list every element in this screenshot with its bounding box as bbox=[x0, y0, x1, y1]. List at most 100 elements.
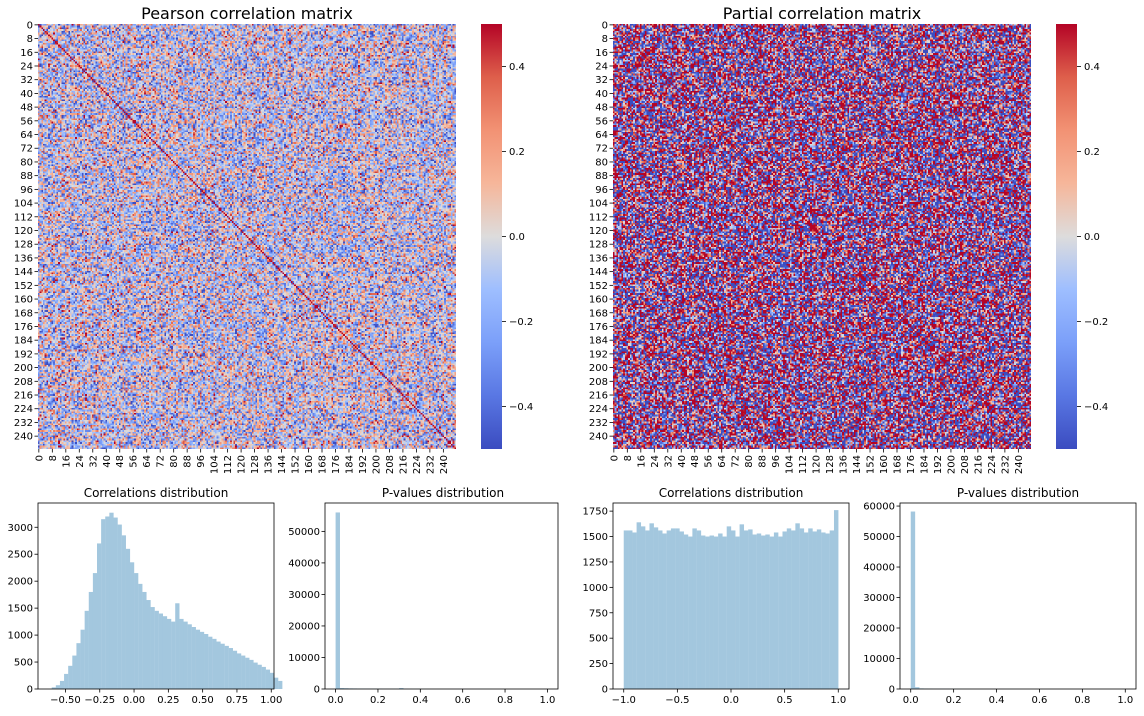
y-tick-label: 120 bbox=[14, 226, 33, 237]
y-tick-label: 56 bbox=[595, 116, 608, 127]
x-tick-label: 216 bbox=[398, 455, 409, 474]
hist-bar bbox=[675, 528, 679, 689]
x-tick-label: 240 bbox=[439, 455, 450, 474]
hist-bar bbox=[727, 526, 731, 689]
hist-bar bbox=[56, 685, 60, 689]
y-tick-label: 48 bbox=[20, 103, 33, 114]
hist-bar bbox=[684, 535, 688, 689]
x-tick-label: 200 bbox=[946, 455, 957, 474]
hist-bar bbox=[645, 530, 649, 689]
y-tick-label: 200 bbox=[14, 363, 33, 374]
y-tick-label: 112 bbox=[14, 212, 33, 223]
hist-bar bbox=[722, 537, 726, 689]
hist-bar bbox=[138, 584, 142, 689]
hist-bar bbox=[122, 535, 126, 689]
x-tick-label: 104 bbox=[785, 455, 796, 474]
y-tick-label: 30000 bbox=[288, 590, 320, 601]
x-tick-label: 16 bbox=[61, 455, 72, 468]
x-tick-label: −0.50 bbox=[50, 695, 81, 706]
colorbar-tick-label: −0.2 bbox=[1084, 317, 1108, 328]
hist-bar bbox=[697, 530, 701, 689]
pearson-title: Pearson correlation matrix bbox=[141, 4, 353, 23]
hist-bar bbox=[126, 549, 130, 689]
y-tick-label: 30000 bbox=[863, 593, 895, 604]
x-tick-label: 8 bbox=[623, 455, 634, 461]
x-tick-label: 232 bbox=[425, 455, 436, 474]
x-tick-label: 208 bbox=[960, 455, 971, 474]
y-tick-label: 2000 bbox=[8, 577, 33, 588]
x-tick-label: 1.0 bbox=[1117, 695, 1133, 706]
x-tick-label: 24 bbox=[75, 455, 86, 468]
y-tick-label: 96 bbox=[595, 185, 608, 196]
x-tick-label: 40 bbox=[677, 455, 688, 468]
y-tick-label: 40000 bbox=[288, 558, 320, 569]
x-tick-label: 72 bbox=[731, 455, 742, 468]
x-tick-label: 32 bbox=[88, 455, 99, 468]
y-tick-label: 192 bbox=[14, 349, 33, 360]
hist-bar bbox=[89, 592, 93, 689]
hist-bar bbox=[731, 530, 735, 689]
hist-bar bbox=[817, 529, 821, 689]
y-tick-label: 8 bbox=[602, 34, 608, 45]
y-tick-label: 224 bbox=[589, 404, 608, 415]
y-tick-label: 72 bbox=[595, 144, 608, 155]
x-tick-label: −0.25 bbox=[84, 695, 115, 706]
y-tick-label: 216 bbox=[589, 391, 608, 402]
x-tick-label: −0.5 bbox=[665, 695, 689, 706]
y-tick-label: 176 bbox=[14, 322, 33, 333]
y-tick-label: 232 bbox=[589, 418, 608, 429]
x-tick-label: 160 bbox=[879, 455, 890, 474]
plot-frame bbox=[900, 503, 1136, 689]
y-tick-label: 200 bbox=[589, 363, 608, 374]
y-tick-label: 88 bbox=[20, 171, 33, 182]
hist-bar bbox=[791, 530, 795, 689]
y-tick-label: 168 bbox=[589, 308, 608, 319]
x-tick-label: 80 bbox=[169, 455, 180, 468]
y-tick-label: 224 bbox=[14, 404, 33, 415]
hist-bar bbox=[692, 528, 696, 689]
hist-bar bbox=[212, 639, 216, 689]
pearson-heatmap-image bbox=[38, 24, 456, 449]
y-tick-label: 24 bbox=[595, 61, 608, 72]
hist-bar bbox=[241, 656, 245, 689]
hist-bar bbox=[680, 531, 684, 689]
y-tick-label: 120 bbox=[589, 226, 608, 237]
hist-bar bbox=[748, 529, 752, 689]
y-tick-label: 50000 bbox=[863, 532, 895, 543]
y-tick-label: 128 bbox=[14, 240, 33, 251]
x-tick-label: 0.6 bbox=[1032, 695, 1048, 706]
hist-bar bbox=[60, 681, 64, 689]
hist-bar bbox=[270, 673, 274, 689]
hist-bar bbox=[740, 524, 744, 689]
pearson-colorbar bbox=[481, 24, 502, 449]
x-tick-label: 56 bbox=[129, 455, 140, 468]
y-tick-label: 16 bbox=[595, 48, 608, 59]
x-tick-label: 96 bbox=[196, 455, 207, 468]
y-tick-label: 144 bbox=[589, 267, 608, 278]
y-tick-label: 20000 bbox=[288, 621, 320, 632]
x-tick-label: 152 bbox=[291, 455, 302, 474]
y-tick-label: 10000 bbox=[288, 653, 320, 664]
y-tick-label: 136 bbox=[589, 253, 608, 264]
partial-colorbar bbox=[1056, 24, 1077, 449]
x-tick-label: 208 bbox=[385, 455, 396, 474]
x-tick-label: 64 bbox=[717, 455, 728, 468]
y-tick-label: 20000 bbox=[863, 624, 895, 635]
hist-bar bbox=[808, 528, 812, 689]
hist-bar bbox=[825, 533, 829, 689]
y-tick-label: 72 bbox=[20, 144, 33, 155]
hist-bar bbox=[167, 619, 171, 689]
hist-bar bbox=[109, 513, 113, 689]
hist-bar bbox=[830, 530, 834, 689]
pearson-y-ticks: 0816243240485664728088961041121201281361… bbox=[14, 20, 38, 442]
x-tick-label: 0.2 bbox=[946, 695, 962, 706]
hist-bar bbox=[229, 648, 233, 689]
hist-bar bbox=[628, 530, 632, 689]
hist-bar bbox=[795, 523, 799, 689]
y-tick-label: 2500 bbox=[8, 550, 33, 561]
y-tick-label: 104 bbox=[14, 199, 33, 210]
hist-bar bbox=[336, 512, 340, 689]
y-tick-label: 48 bbox=[595, 103, 608, 114]
y-tick-label: 80 bbox=[595, 157, 608, 168]
